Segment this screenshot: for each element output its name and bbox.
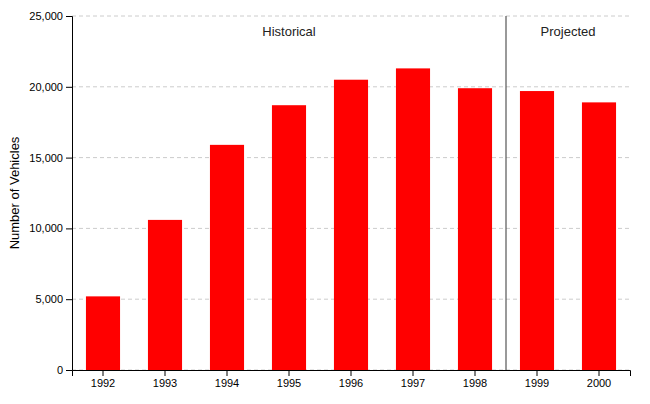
- x-tick-label: 1994: [215, 377, 239, 389]
- x-tick-mark: [103, 370, 104, 376]
- y-tick: 10,000: [29, 222, 72, 234]
- bar: [272, 105, 306, 370]
- y-axis-title: Number of Vehicles: [7, 136, 22, 249]
- x-tick: 1992: [91, 370, 115, 389]
- x-tick: 1997: [401, 370, 425, 389]
- x-tick-label: 1997: [401, 377, 425, 389]
- x-tick-mark: [165, 370, 166, 376]
- bar: [86, 296, 120, 370]
- y-tick-label: 20,000: [29, 81, 63, 93]
- plot: 1992 1993 1994 1995 1996 1997 1998 1999 2000 0 5,0…: [29, 10, 630, 389]
- bar: [334, 80, 368, 370]
- x-tick: 1999: [525, 370, 549, 389]
- x-tick: 1994: [215, 370, 239, 389]
- bars: [86, 68, 616, 370]
- x-tick: 1996: [339, 370, 363, 389]
- x-tick-mark: [351, 370, 352, 376]
- y-tick-label: 5,000: [35, 293, 63, 305]
- bar: [210, 145, 244, 370]
- annotation: Historical: [262, 24, 316, 39]
- bar: [458, 88, 492, 370]
- annotation: Projected: [541, 24, 596, 39]
- y-tick-mark: [66, 299, 72, 300]
- x-tick-mark: [475, 370, 476, 376]
- y-tick-label: 15,000: [29, 152, 63, 164]
- x-tick-label: 2000: [587, 377, 611, 389]
- grid: [72, 16, 630, 370]
- bar: [148, 220, 182, 370]
- x-tick-mark: [537, 370, 538, 376]
- x-tick-label: 1999: [525, 377, 549, 389]
- y-tick: 25,000: [29, 10, 72, 22]
- y-tick-label: 25,000: [29, 10, 63, 22]
- x-tick: 1993: [153, 370, 177, 389]
- x-tick-mark: [413, 370, 414, 376]
- y-tick: 15,000: [29, 152, 72, 164]
- y-tick-mark: [66, 228, 72, 229]
- y-axis: 0 5,000 10,000 15,000 20,000 25,000: [29, 10, 72, 376]
- chart: 1992 1993 1994 1995 1996 1997 1998 1999 2000 0 5,0…: [0, 0, 650, 404]
- y-tick-mark: [66, 370, 72, 371]
- x-tick: 1998: [463, 370, 487, 389]
- x-tick: 1995: [277, 370, 301, 389]
- y-tick: 5,000: [35, 293, 72, 305]
- y-tick-mark: [66, 16, 72, 17]
- bar: [582, 102, 616, 370]
- bar: [520, 91, 554, 370]
- y-tick-label: 10,000: [29, 222, 63, 234]
- x-tick-label: 1993: [153, 377, 177, 389]
- x-tick-mark: [599, 370, 600, 376]
- y-tick-mark: [66, 158, 72, 159]
- x-axis: 1992 1993 1994 1995 1996 1997 1998 1999 2000: [73, 370, 631, 389]
- bar: [396, 68, 430, 370]
- y-axis-line: [66, 17, 73, 371]
- y-tick-label: 0: [57, 364, 63, 376]
- x-tick: 2000: [587, 370, 611, 389]
- x-tick-label: 1995: [277, 377, 301, 389]
- grid-line: [72, 16, 630, 17]
- y-tick: 20,000: [29, 81, 72, 93]
- x-tick-label: 1998: [463, 377, 487, 389]
- y-tick: 0: [57, 364, 72, 376]
- x-tick-label: 1996: [339, 377, 363, 389]
- x-tick-mark: [227, 370, 228, 376]
- x-tick-mark: [289, 370, 290, 376]
- x-axis-line: [73, 371, 631, 377]
- x-tick-label: 1992: [91, 377, 115, 389]
- divider: [505, 16, 506, 370]
- y-tick-mark: [66, 87, 72, 88]
